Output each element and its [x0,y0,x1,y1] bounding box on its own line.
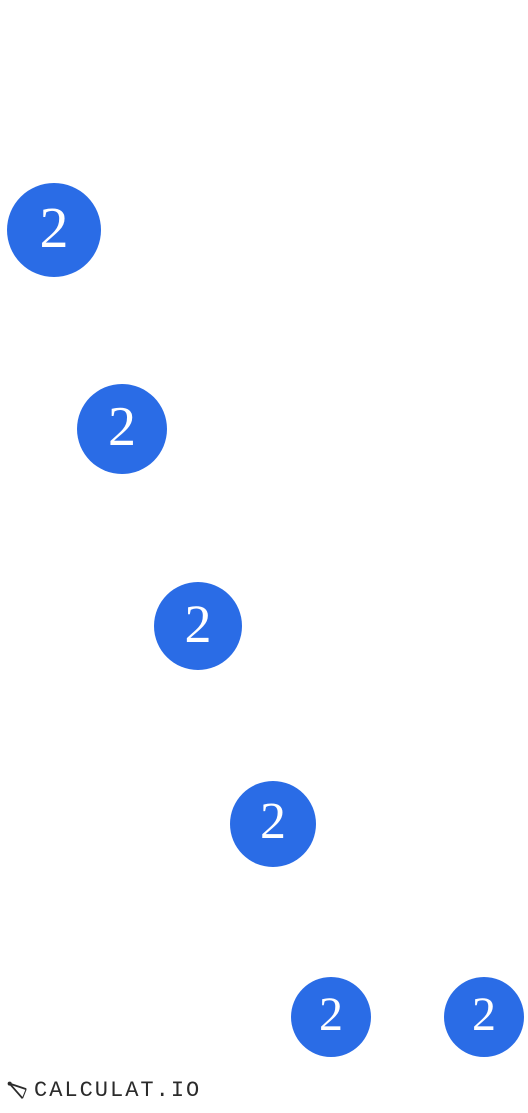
tree-node-label: 2 [40,199,69,257]
watermark: CALCULAT.IO [6,1078,201,1103]
tree-node-label: 2 [185,597,212,651]
diagram-canvas: CALCULAT.IO 2 2 2 2 2 2 [0,0,528,1113]
tree-node-label: 2 [108,399,136,455]
watermark-text: CALCULAT.IO [34,1078,201,1103]
tree-node-label: 2 [472,991,496,1039]
tree-node: 2 [154,582,242,670]
tree-node-label: 2 [319,991,343,1039]
tree-node: 2 [291,977,371,1057]
tree-node-label: 2 [260,796,286,848]
tree-node: 2 [7,183,101,277]
tree-node: 2 [444,977,524,1057]
tree-node: 2 [230,781,316,867]
compass-icon [6,1080,28,1102]
tree-node: 2 [77,384,167,474]
